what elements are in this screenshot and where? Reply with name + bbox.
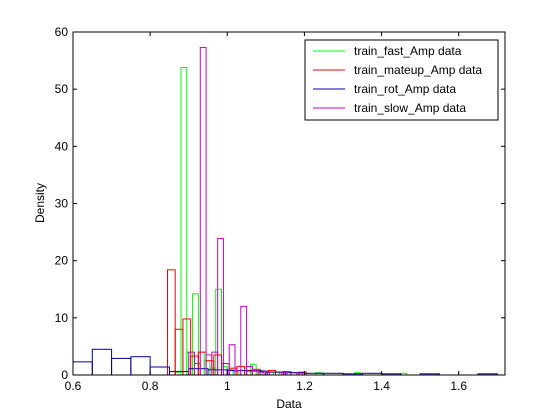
legend-entry-label: train_rot_Amp data — [354, 82, 456, 96]
legend-entry-label: train_mateup_Amp data — [354, 63, 482, 77]
legend-entry-label: train_fast_Amp data — [354, 44, 462, 58]
y-tick-label: 50 — [55, 82, 69, 96]
y-tick-label: 10 — [55, 311, 69, 325]
x-tick-label: 0.6 — [65, 379, 82, 393]
plot-frame — [72, 31, 506, 376]
y-axis-label: Density — [33, 183, 47, 223]
y-tick-label: 0 — [61, 368, 68, 382]
x-tick-label: 1.6 — [450, 379, 467, 393]
y-tick-label: 20 — [55, 254, 69, 268]
x-tick-label: 0.8 — [142, 379, 159, 393]
y-tick-label: 40 — [55, 139, 69, 153]
x-tick-label: 1.2 — [296, 379, 313, 393]
x-axis-label: Data — [276, 397, 302, 411]
x-tick-label: 1.4 — [373, 379, 390, 393]
legend: train_fast_Amp data train_mateup_Amp data… — [304, 39, 499, 121]
y-tick-label: 60 — [55, 25, 69, 39]
y-tick-label: 30 — [55, 197, 69, 211]
legend-box — [304, 39, 499, 121]
x-tick-label: 1 — [224, 379, 231, 393]
legend-entry-label: train_slow_Amp data — [354, 101, 466, 115]
